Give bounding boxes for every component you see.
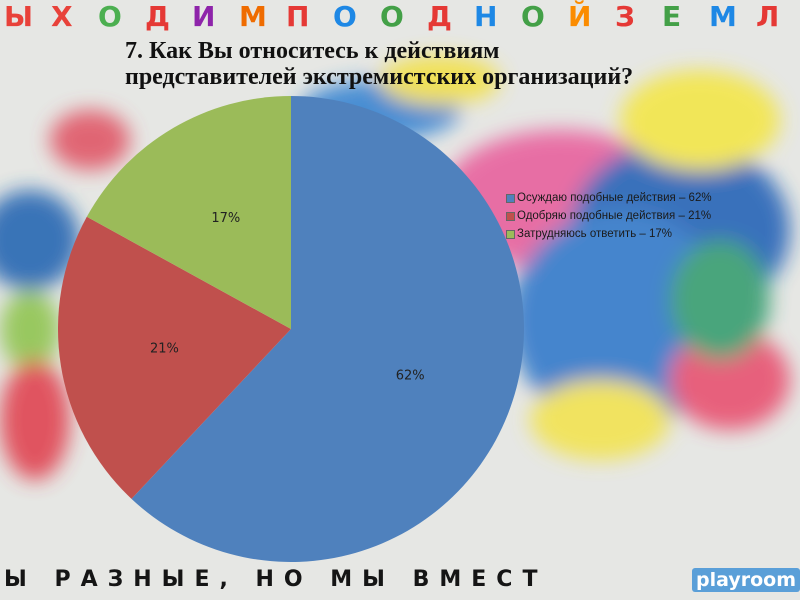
data-label: 17% xyxy=(211,211,240,226)
banner-letter: Д xyxy=(427,0,452,33)
banner-letter: Е xyxy=(662,0,682,33)
banner-letter: З xyxy=(615,0,635,33)
pie-slice xyxy=(131,96,524,562)
legend-item: Затрудняюсь ответить – 17% xyxy=(506,225,712,243)
pie-slice xyxy=(57,216,291,499)
banner-letter: П xyxy=(286,0,310,33)
banner-letter: Х xyxy=(51,0,73,33)
legend-label: Осуждаю подобные действия – 62% xyxy=(517,192,712,204)
banner-letter: О xyxy=(521,0,545,33)
banner-letter: Ы xyxy=(4,0,34,33)
legend-swatch xyxy=(506,193,515,203)
legend-swatch xyxy=(506,229,515,239)
background-top-banner: Ы Х О Д И М П О О Д Н О Й З Е М Л xyxy=(0,0,800,34)
banner-letter: Д xyxy=(145,0,170,33)
pie-slice xyxy=(86,95,291,330)
legend-item: Одобряю подобные действия – 21% xyxy=(506,207,712,225)
banner-letter: Н xyxy=(474,0,498,33)
banner-letter: О xyxy=(333,0,357,33)
banner-letter: О xyxy=(380,0,404,33)
data-label: 62% xyxy=(396,369,425,384)
chart-title: 7. Как Вы относитесь к действиям предста… xyxy=(125,38,633,90)
banner-letter: И xyxy=(192,0,216,33)
legend-label: Одобряю подобные действия – 21% xyxy=(517,210,712,222)
banner-letter: Й xyxy=(568,0,592,33)
banner-letter: О xyxy=(98,0,122,33)
banner-letter: М xyxy=(709,0,737,33)
legend-label: Затрудняюсь ответить – 17% xyxy=(517,228,672,240)
banner-letter: Л xyxy=(756,0,780,33)
legend-swatch xyxy=(506,211,515,221)
background-bottom-banner: Ы РАЗНЫЕ, НО МЫ ВМЕСТ xyxy=(4,567,548,592)
banner-letter: М xyxy=(239,0,267,33)
chart-legend: Осуждаю подобные действия – 62% Одобряю п… xyxy=(506,189,712,243)
playroom-logo: playroom xyxy=(692,568,800,592)
data-label: 21% xyxy=(150,342,179,357)
chart-title-line-1: 7. Как Вы относитесь к действиям xyxy=(125,38,500,64)
legend-item: Осуждаю подобные действия – 62% xyxy=(506,189,712,207)
chart-title-line-2: представителей экстремистских организаци… xyxy=(125,64,634,90)
